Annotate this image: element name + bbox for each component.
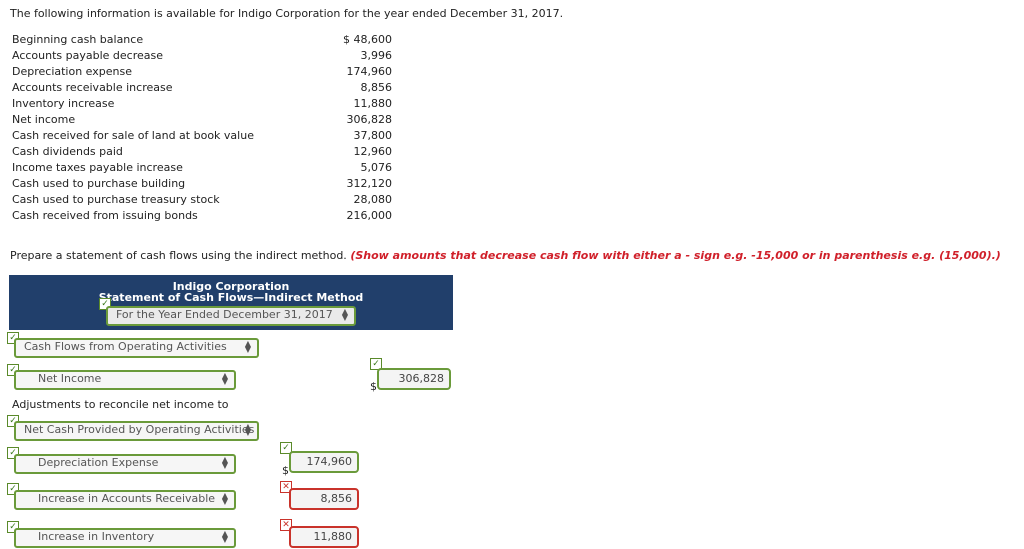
net-cash-select[interactable]: Net Cash Provided by Operating Activitie… — [14, 421, 259, 441]
info-label: Inventory increase — [12, 97, 115, 110]
info-value: 37,800 — [353, 129, 393, 142]
info-value: $ 48,600 — [343, 33, 392, 46]
info-value: 312,120 — [346, 177, 393, 190]
info-value: 3,996 — [360, 49, 393, 62]
operating-section-select[interactable]: Cash Flows from Operating Activities ▲ ▼ — [14, 338, 259, 358]
inventory-select-value: Increase in Inventory — [38, 530, 155, 543]
select-arrows-icon: ▲ ▼ — [221, 371, 228, 386]
depreciation-amount-input[interactable]: 174,960 — [289, 451, 359, 473]
ar-select[interactable]: Increase in Accounts Receivable ▲ ▼ — [14, 490, 236, 510]
info-value: 306,828 — [346, 113, 393, 126]
select-arrows-icon: ▲ ▼ — [221, 529, 228, 544]
info-label: Cash received from issuing bonds — [12, 209, 198, 222]
info-label: Beginning cash balance — [12, 33, 144, 46]
info-label: Net income — [12, 113, 76, 126]
inventory-select[interactable]: Increase in Inventory ▲ ▼ — [14, 528, 236, 548]
net-income-amount-check-icon: ✓ — [370, 358, 382, 370]
info-row: Net income 306,828 — [12, 113, 392, 129]
info-value: 28,080 — [353, 193, 393, 206]
ar-select-value: Increase in Accounts Receivable — [38, 492, 216, 505]
info-value: 5,076 — [360, 161, 393, 174]
info-row: Inventory increase 11,880 — [12, 97, 392, 113]
info-label: Accounts receivable increase — [12, 81, 173, 94]
inventory-amount-input[interactable]: 11,880 — [289, 526, 359, 548]
info-row: Accounts payable decrease 3,996 — [12, 49, 392, 65]
info-row: Cash used to purchase building 312,120 — [12, 177, 392, 193]
info-label: Cash dividends paid — [12, 145, 123, 158]
intro-text: The following information is available f… — [10, 7, 564, 20]
info-value: 12,960 — [353, 145, 393, 158]
info-row: Accounts receivable increase 8,856 — [12, 81, 392, 97]
select-arrows-icon: ▲ ▼ — [221, 491, 228, 506]
info-value: 8,856 — [360, 81, 393, 94]
info-row: Cash received from issuing bonds 216,000 — [12, 209, 392, 225]
net-income-dollar: $ — [370, 380, 377, 393]
info-label: Depreciation expense — [12, 65, 132, 78]
instructions-text: Prepare a statement of cash flows using … — [10, 249, 347, 262]
statement-title: Statement of Cash Flows—Indirect Method — [98, 291, 364, 304]
info-row: Beginning cash balance $ 48,600 — [12, 33, 392, 49]
select-arrows-icon: ▲ ▼ — [244, 422, 251, 437]
ar-amount-input[interactable]: 8,856 — [289, 488, 359, 510]
info-row: Depreciation expense 174,960 — [12, 65, 392, 81]
info-label: Cash used to purchase building — [12, 177, 186, 190]
info-row: Cash dividends paid 12,960 — [12, 145, 392, 161]
info-label: Accounts payable decrease — [12, 49, 164, 62]
info-value: 11,880 — [353, 97, 393, 110]
adjustments-label: Adjustments to reconcile net income to — [12, 398, 229, 411]
info-label: Cash used to purchase treasury stock — [12, 193, 220, 206]
info-value: 216,000 — [346, 209, 393, 222]
net-income-amount-input[interactable]: 306,828 — [377, 368, 451, 390]
depreciation-select[interactable]: Depreciation Expense ▲ ▼ — [14, 454, 236, 474]
info-label: Cash received for sale of land at book v… — [12, 129, 254, 142]
net-income-select[interactable]: Net Income ▲ ▼ — [14, 370, 236, 390]
depreciation-amount-check-icon: ✓ — [280, 442, 292, 454]
select-arrows-icon: ▲ ▼ — [221, 455, 228, 470]
net-income-select-value: Net Income — [38, 372, 102, 385]
info-row: Cash used to purchase treasury stock 28,0… — [12, 193, 392, 209]
company-name: Indigo Corporation — [172, 280, 290, 293]
info-value: 174,960 — [346, 65, 393, 78]
net-cash-select-value: Net Cash Provided by Operating Activitie… — [24, 423, 255, 436]
period-select-value: For the Year Ended December 31, 2017 — [116, 308, 333, 321]
instructions: Prepare a statement of cash flows using … — [10, 249, 1001, 262]
depreciation-dollar: $ — [282, 464, 289, 477]
select-arrows-icon: ▲ ▼ — [244, 339, 251, 354]
period-select[interactable]: For the Year Ended December 31, 2017 ▲ ▼ — [106, 306, 356, 326]
instructions-note: (Show amounts that decrease cash flow wi… — [350, 249, 1001, 262]
select-arrows-icon: ▲ ▼ — [341, 307, 348, 322]
depreciation-select-value: Depreciation Expense — [38, 456, 159, 469]
info-row: Income taxes payable increase 5,076 — [12, 161, 392, 177]
info-row: Cash received for sale of land at book v… — [12, 129, 392, 145]
info-label: Income taxes payable increase — [12, 161, 183, 174]
operating-section-value: Cash Flows from Operating Activities — [24, 340, 227, 353]
